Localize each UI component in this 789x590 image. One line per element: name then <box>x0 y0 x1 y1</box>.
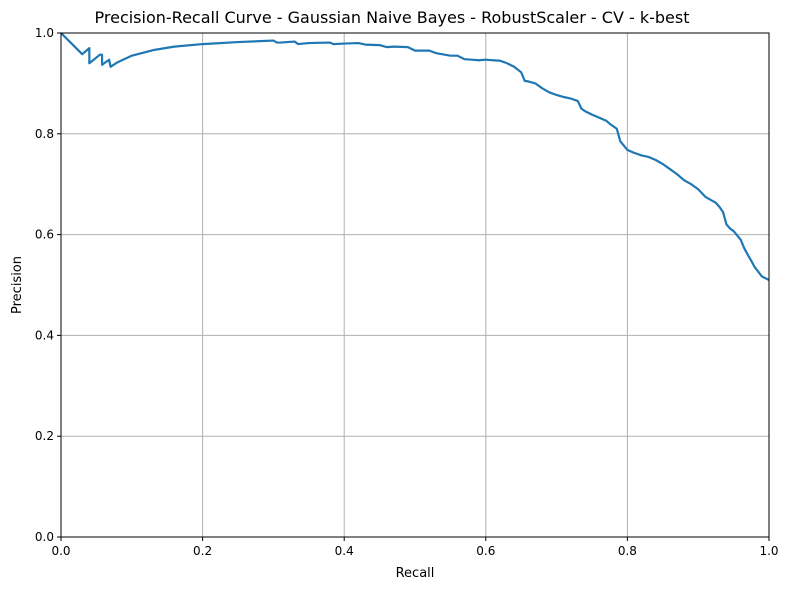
x-tick-label: 0.4 <box>335 544 354 558</box>
axes-frame <box>60 32 770 538</box>
precision-recall-line <box>60 32 770 281</box>
y-tick-label: 1.0 <box>35 26 54 40</box>
y-tick-label: 0.2 <box>35 429 54 443</box>
y-tick-label: 0.8 <box>35 127 54 141</box>
chart-title: Precision-Recall Curve - Gaussian Naive … <box>95 8 690 27</box>
y-tick-label: 0.0 <box>35 530 54 544</box>
y-tick-label: 0.6 <box>35 228 54 242</box>
x-axis-label: Recall <box>396 566 435 581</box>
x-tick-label: 0.6 <box>476 544 495 558</box>
x-tick-label: 0.0 <box>51 544 70 558</box>
x-tick-label: 1.0 <box>759 544 778 558</box>
y-tick-label: 0.4 <box>35 328 54 342</box>
x-tick-label: 0.2 <box>193 544 212 558</box>
y-axis-label: Precision <box>10 256 25 314</box>
series-layer <box>60 32 770 281</box>
x-tick-label: 0.8 <box>618 544 637 558</box>
ticks: 0.0 0.2 0.4 0.6 0.8 1.0 0.0 0.2 0.4 0.6 0.8 1.0 <box>35 26 779 558</box>
